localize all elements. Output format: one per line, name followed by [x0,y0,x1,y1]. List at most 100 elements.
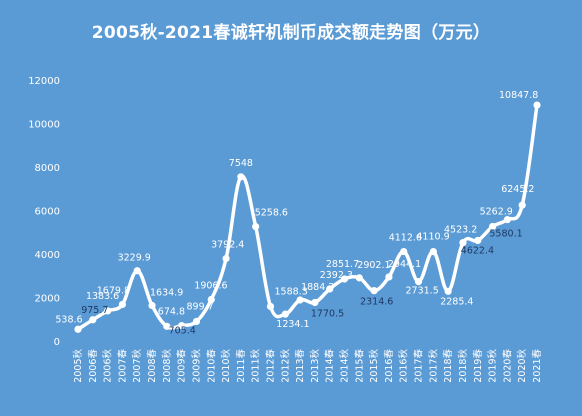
data-point [340,275,349,283]
x-tick-label: 2014春 [324,349,336,383]
data-point [444,287,452,295]
data-point [370,287,378,295]
x-tick-label: 2010秋 [220,349,232,383]
x-tick-label: 2011秋 [250,349,262,383]
x-tick-label: 2018春 [442,349,454,383]
x-tick-label: 2012春 [264,349,276,383]
x-tick-label: 2020春 [501,349,513,383]
data-point [178,322,186,330]
y-tick-label: 12000 [28,76,60,87]
x-tick-label: 2014秋 [339,349,351,383]
data-label: 2392.3 [320,270,353,281]
data-label: 6245.2 [501,184,534,195]
data-label: 5258.6 [255,208,288,219]
data-point [89,316,97,324]
data-label: 3792.4 [211,240,244,251]
y-tick-label: 10000 [28,120,60,131]
data-point [414,277,423,286]
x-tick-label: 2009春 [176,349,188,383]
x-tick-label: 2013秋 [309,349,321,383]
data-label: 674.8 [158,306,185,317]
data-label: 2851.7 [326,259,359,270]
y-tick-label: 8000 [35,163,60,174]
y-tick-label: 2000 [35,294,60,305]
y-tick-label: 4000 [35,250,60,261]
x-tick-label: 2013春 [294,349,306,383]
x-tick-label: 2021春 [531,349,543,383]
x-tick-label: 2007秋 [131,349,143,383]
data-point [207,295,215,304]
data-point [488,222,497,231]
data-point [192,317,201,326]
x-tick-label: 2017春 [413,349,425,383]
data-label: 2902.1 [357,260,390,271]
data-label: 2731.5 [406,286,439,297]
x-tick-label: 2006秋 [102,349,114,383]
x-tick-label: 2005秋 [72,349,84,383]
data-point [400,247,408,256]
data-point [385,273,393,281]
data-point [503,216,511,224]
data-label: 1770.5 [311,309,344,320]
chart-title: 2005秋-2021春诚轩机制币成交额走势图（万元） [91,23,491,43]
data-point [118,300,127,309]
data-label: 4110.9 [416,232,449,243]
y-tick-label: 0 [54,337,60,348]
x-tick-label: 2018秋 [457,349,469,383]
x-tick-label: 2017秋 [427,349,439,383]
x-tick-label: 2009秋 [190,349,202,383]
data-label: 1906.6 [194,281,227,292]
x-tick-label: 2008秋 [161,349,173,383]
data-point [459,239,467,247]
data-point [355,274,363,282]
data-label: 4622.4 [461,246,494,257]
data-label: 705.4 [169,326,196,337]
data-point [252,223,260,231]
x-tick-label: 2008春 [146,349,158,383]
x-tick-label: 2007春 [116,349,128,383]
data-point [222,254,230,263]
x-tick-label: 2015春 [353,349,365,383]
data-label: 1634.9 [150,287,183,298]
data-point [281,310,289,318]
data-label: 5262.9 [480,207,513,218]
data-point [148,301,156,310]
data-point [326,285,334,293]
data-point [429,247,437,256]
data-point [518,201,526,209]
x-tick-label: 2012秋 [279,349,291,383]
data-label: 2944.1 [388,259,421,270]
data-label: 10847.8 [499,90,538,101]
data-label: 5580.1 [489,229,522,240]
data-point [104,307,112,315]
x-tick-label: 2010春 [205,349,217,383]
data-point [296,296,304,304]
data-label: 4112.6 [389,233,422,244]
data-point [266,302,275,311]
x-tick-label: 2020秋 [516,349,528,383]
data-point [133,267,141,275]
data-label: 899.7 [187,301,214,312]
data-label: 1588.3 [275,287,308,298]
data-label: 1234.1 [276,319,309,330]
data-label: 1383.6 [86,291,119,302]
data-label: 975.7 [81,305,108,316]
data-point [474,236,482,245]
x-tick-label: 2011春 [235,349,247,383]
y-tick-label: 6000 [35,207,60,218]
data-point [74,325,82,333]
data-label: 538.6 [55,314,82,325]
x-tick-label: 2015秋 [368,349,380,383]
data-label: 2285.4 [440,296,473,307]
data-label: 3229.9 [118,253,151,264]
data-label: 4523.2 [444,225,477,236]
data-label: 1679.8 [97,286,130,297]
data-label: 2314.6 [360,297,393,308]
x-tick-label: 2019秋 [487,349,499,383]
x-tick-label: 2016秋 [398,349,410,383]
x-tick-label: 2019春 [472,349,484,383]
data-point [237,173,245,181]
data-point [311,298,319,307]
x-tick-label: 2016春 [383,349,395,383]
x-tick-label: 2006春 [87,349,99,383]
